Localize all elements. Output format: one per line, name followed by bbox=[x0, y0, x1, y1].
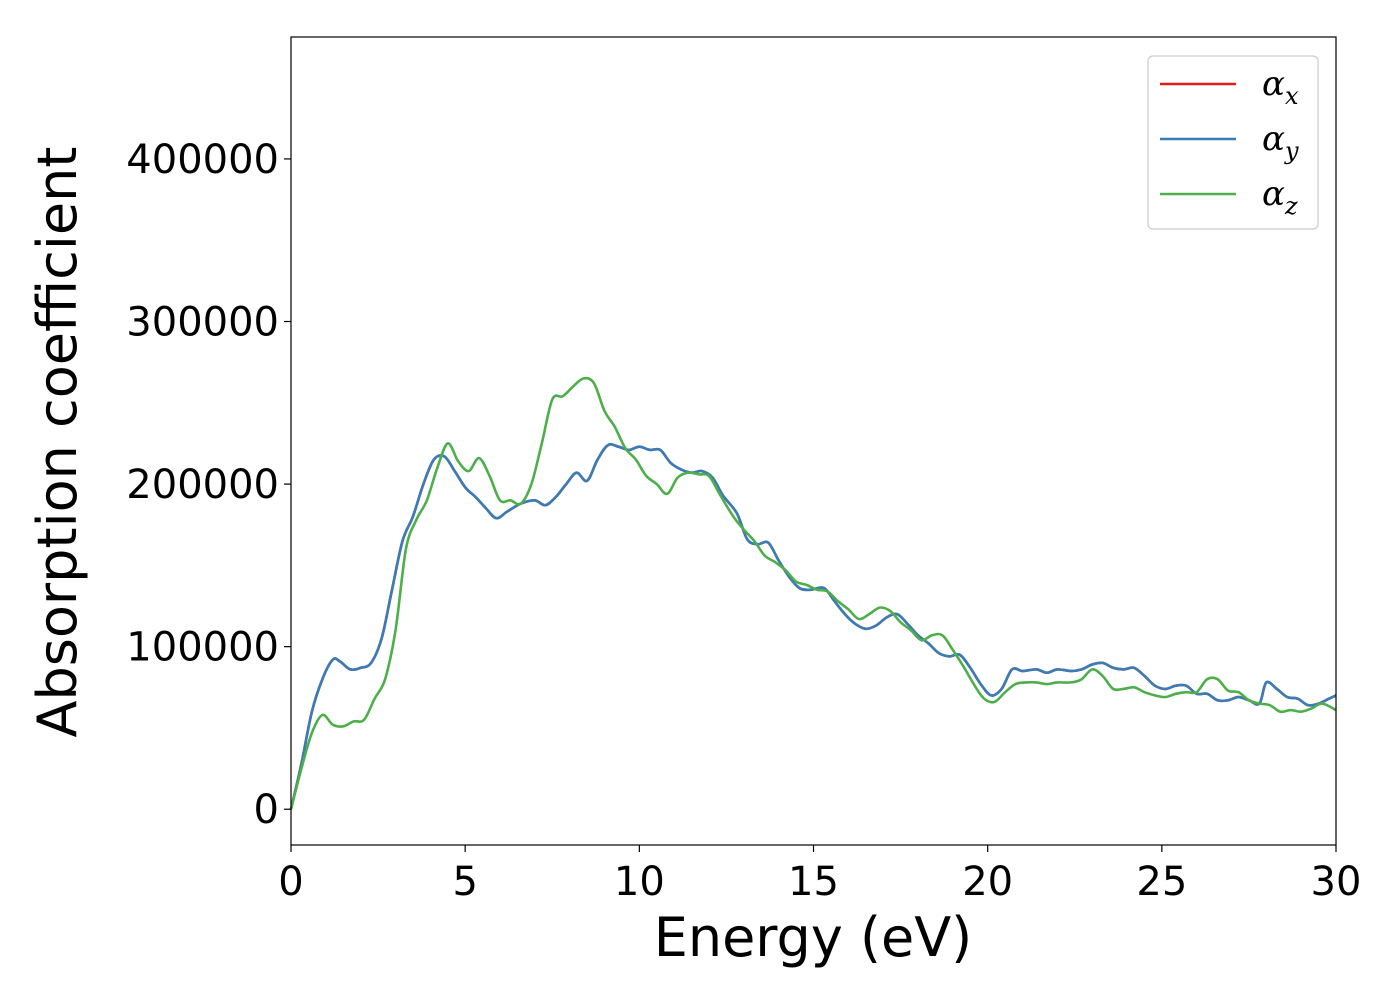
x-tick-label: 10 bbox=[614, 859, 665, 905]
x-tick-label: 30 bbox=[1311, 859, 1362, 905]
x-axis-title: Energy (eV) bbox=[654, 906, 973, 969]
legend-box bbox=[1147, 55, 1319, 230]
y-tick-label: 300000 bbox=[126, 300, 279, 346]
series-line-alpha-y bbox=[289, 443, 1337, 810]
y-tick-label: 400000 bbox=[126, 137, 279, 183]
series-layer bbox=[289, 376, 1337, 810]
series-line-alpha-x bbox=[289, 443, 1337, 810]
x-tick-label: 25 bbox=[1136, 859, 1187, 905]
x-tick-label: 20 bbox=[962, 859, 1013, 905]
x-tick-label: 0 bbox=[278, 859, 303, 905]
x-axis: 0 5 10 15 20 25 30 bbox=[278, 845, 1361, 905]
y-tick-label: 200000 bbox=[126, 462, 279, 508]
y-axis: 0 100000 200000 300000 400000 bbox=[126, 137, 291, 833]
y-tick-label: 0 bbox=[254, 787, 279, 833]
y-tick-label: 100000 bbox=[126, 625, 279, 671]
y-axis-title: Absorption coefficient bbox=[26, 147, 89, 738]
x-tick-label: 15 bbox=[788, 859, 839, 905]
x-tick-label: 5 bbox=[452, 859, 477, 905]
series-line-alpha-z bbox=[289, 376, 1337, 810]
